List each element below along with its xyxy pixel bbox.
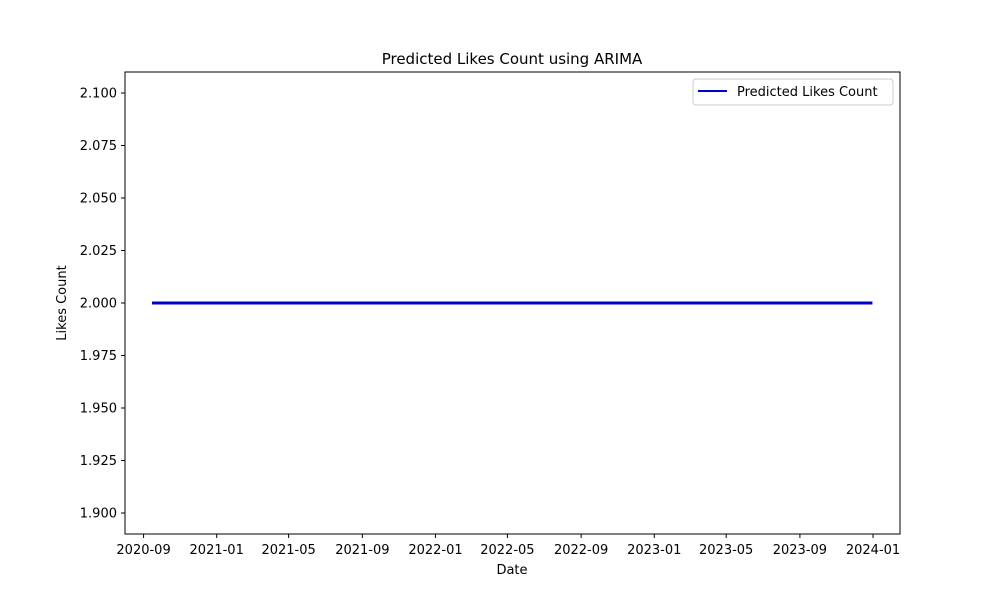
y-tick-label: 1.900 — [80, 507, 117, 522]
legend: Predicted Likes Count — [692, 78, 894, 106]
y-tick-label: 2.100 — [80, 87, 117, 102]
x-tick-label: 2021-05 — [261, 543, 315, 558]
y-tick-label: 2.075 — [80, 139, 117, 154]
x-tick-label: 2023-09 — [773, 543, 827, 558]
chart-title: Predicted Likes Count using ARIMA — [382, 50, 643, 68]
y-tick-label: 2.050 — [80, 192, 117, 207]
x-tick-label: 2021-09 — [335, 543, 389, 558]
x-tick-label: 2024-01 — [846, 543, 900, 558]
x-tick-label: 2021-01 — [190, 543, 244, 558]
y-axis-label: Likes Count — [55, 265, 70, 340]
x-tick-label: 2022-09 — [554, 543, 608, 558]
y-tick-label: 2.000 — [80, 297, 117, 312]
x-tick-label: 2022-01 — [408, 543, 462, 558]
y-tick-label: 2.025 — [80, 244, 117, 259]
x-tick-label: 2022-05 — [480, 543, 534, 558]
y-tick-label: 1.975 — [80, 349, 117, 364]
x-tick-label: 2023-05 — [699, 543, 753, 558]
x-axis-label: Date — [496, 563, 527, 578]
y-tick-label: 1.950 — [80, 402, 117, 417]
legend-box — [692, 78, 894, 106]
plot-frame — [124, 71, 901, 535]
legend-label: Predicted Likes Count — [737, 85, 878, 100]
x-tick-label: 2023-01 — [627, 543, 681, 558]
y-axis: 1.900 1.925 1.950 1.975 2.000 2.025 2.050 2.075… — [80, 87, 125, 522]
y-tick-label: 1.925 — [80, 454, 117, 469]
x-tick-label: 2020-09 — [116, 543, 170, 558]
x-axis: 2020-09 2021-01 2021-05 2021-09 2022-01 2022-… — [116, 534, 900, 558]
